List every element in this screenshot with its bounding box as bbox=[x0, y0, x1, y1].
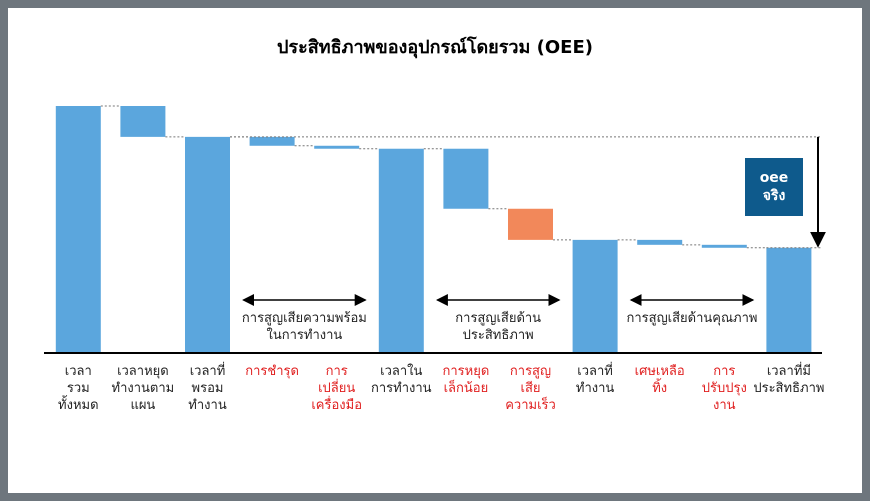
group-label: การสูญเสียด้านคุณภาพ bbox=[626, 311, 758, 326]
x-tick-label: เวลา รวม ทั้งหมด bbox=[58, 364, 99, 413]
x-tick-label: เวลาใน การทำงาน bbox=[371, 364, 432, 396]
bar bbox=[766, 247, 812, 353]
x-tick-label: เวลาที่ พรอม ทำงาน bbox=[188, 364, 227, 413]
bar bbox=[508, 208, 553, 240]
bar bbox=[572, 239, 618, 353]
x-tick-label: การสูญ เสีย ความเร็ว bbox=[505, 364, 556, 413]
x-tick-label: เวลาหยุด ทำงานตาม แผน bbox=[111, 364, 175, 413]
x-tick-label: เวลาที่ ทำงาน bbox=[575, 364, 615, 396]
bar bbox=[443, 148, 489, 209]
bar bbox=[637, 239, 683, 245]
bar bbox=[249, 136, 295, 146]
oee-box: oee จริง bbox=[745, 158, 803, 216]
x-tick-label: เวลาที่มี ประสิทธิภาพ bbox=[753, 364, 825, 396]
x-tick-label: การชำรุด bbox=[245, 364, 299, 379]
bar bbox=[701, 244, 747, 248]
x-tick-label: เศษเหลือ ทิ้ง bbox=[634, 364, 685, 396]
x-tick-label: การหยุด เล็กน้อย bbox=[442, 364, 490, 396]
bar bbox=[55, 106, 101, 353]
group-label: การสูญเสียด้าน ประสิทธิภาพ bbox=[455, 311, 542, 343]
chart bbox=[44, 105, 826, 354]
bar bbox=[378, 148, 424, 353]
bar bbox=[120, 106, 166, 137]
chart-title: ประสิทธิภาพของอุปกรณ์โดยรวม (OEE) bbox=[276, 37, 593, 58]
bar bbox=[314, 145, 360, 149]
x-tick-label: การ ปรับปรุง งาน bbox=[701, 364, 747, 413]
x-tick-label: การ เปลี่ยน เครื่องมือ bbox=[311, 364, 363, 413]
group-label: การสูญเสียความพร้อม ในการทำงาน bbox=[241, 311, 367, 343]
bar bbox=[185, 136, 230, 353]
